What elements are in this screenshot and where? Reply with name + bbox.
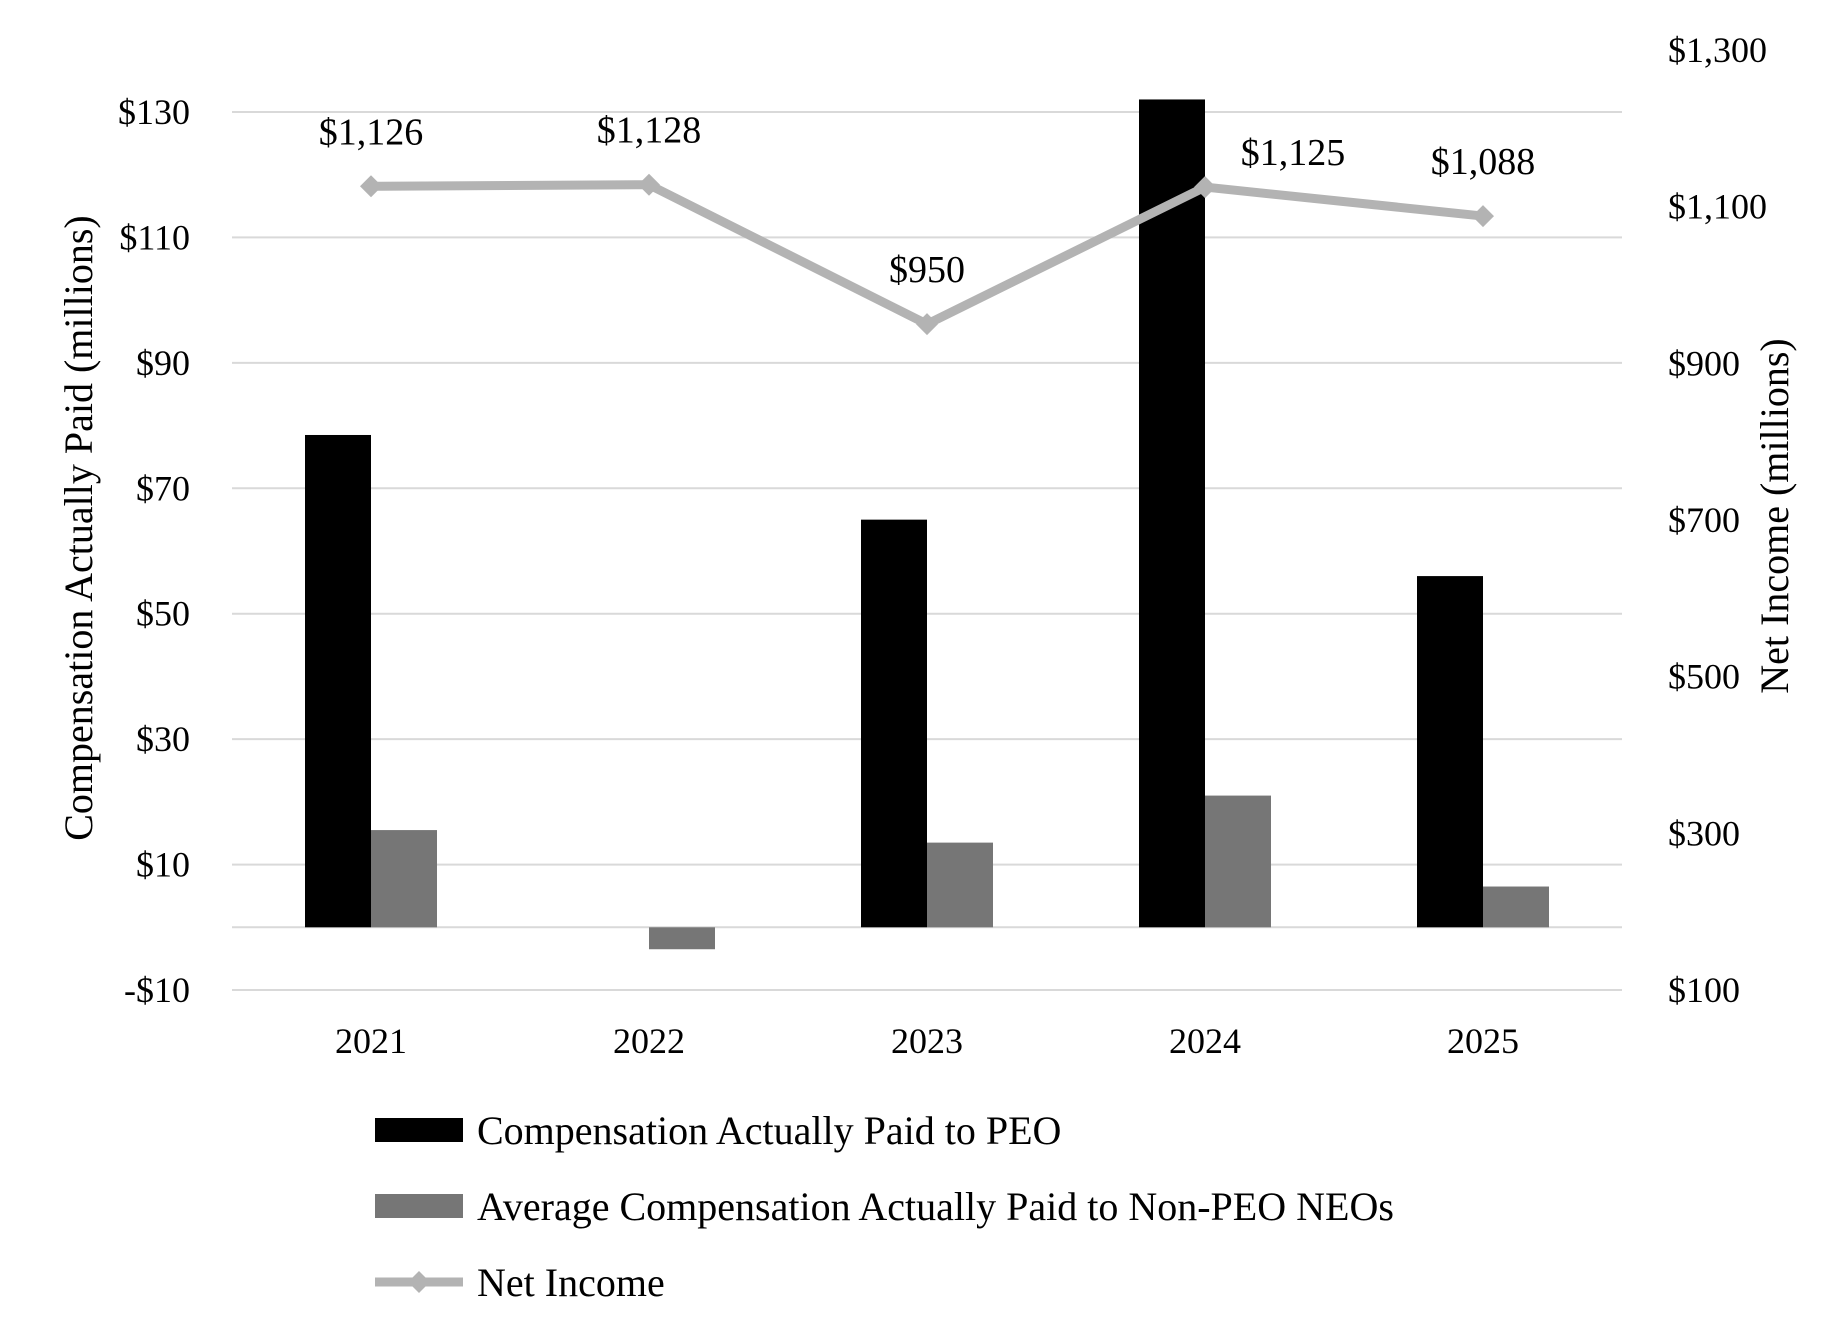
left-tick-label: $50 (136, 594, 190, 634)
right-tick-label: $300 (1668, 813, 1740, 853)
right-axis-title: Net Income (millions) (1752, 338, 1797, 693)
net-income-point (1472, 205, 1494, 228)
left-tick-label: $110 (119, 217, 190, 257)
right-tick-label: $900 (1668, 343, 1740, 383)
net-income-data-label: $950 (889, 249, 965, 291)
non-peo-bar (927, 842, 993, 928)
non-peo-bar (1205, 795, 1271, 928)
right-tick-label: $100 (1668, 970, 1740, 1010)
left-tick-label: $30 (136, 719, 190, 759)
net-income-data-label: $1,126 (319, 111, 424, 153)
non-peo-bar (1483, 886, 1549, 928)
legend-swatch (375, 1118, 463, 1142)
net-income-point (1194, 176, 1216, 199)
bars-layer (305, 99, 1549, 950)
x-tick-label: 2021 (335, 1021, 407, 1061)
peo-bar (305, 434, 371, 928)
left-tick-label: $90 (136, 343, 190, 383)
x-tick-label: 2025 (1447, 1021, 1519, 1061)
left-tick-label: $130 (118, 92, 190, 132)
legend: Compensation Actually Paid to PEO Average… (375, 1108, 1394, 1305)
x-tick-label: 2024 (1169, 1021, 1241, 1061)
right-tick-label: $700 (1668, 500, 1740, 540)
peo-bar (1139, 99, 1205, 928)
legend-swatch (375, 1194, 463, 1218)
left-tick-label: $70 (136, 468, 190, 508)
right-tick-label: $500 (1668, 657, 1740, 697)
right-tick-label: $1,100 (1668, 187, 1767, 227)
x-tick-label: 2022 (613, 1021, 685, 1061)
net-income-data-label: $1,088 (1431, 141, 1536, 183)
left-axis-title: Compensation Actually Paid (millions) (56, 215, 101, 841)
data-labels-layer: $1,126 $1,128 $950 $1,125 $1,088 (319, 110, 1536, 291)
legend-label: Average Compensation Actually Paid to No… (477, 1184, 1394, 1229)
non-peo-bar (371, 830, 437, 928)
x-tick-label: 2023 (891, 1021, 963, 1061)
legend-label: Net Income (477, 1260, 665, 1305)
legend-label: Compensation Actually Paid to PEO (477, 1108, 1061, 1153)
non-peo-bar (649, 927, 715, 950)
right-tick-label: $1,300 (1668, 30, 1767, 70)
net-income-data-label: $1,128 (597, 110, 702, 152)
peo-bar (1417, 576, 1483, 928)
net-income-line-layer (360, 173, 1494, 336)
net-income-data-label: $1,125 (1241, 132, 1346, 174)
net-income-point (916, 313, 938, 336)
net-income-point (638, 173, 660, 196)
left-tick-label: -$10 (124, 970, 190, 1010)
peo-bar (861, 519, 927, 928)
net-income-point (360, 175, 382, 198)
left-tick-label: $10 (136, 845, 190, 885)
legend-marker (408, 1271, 430, 1293)
axes-layer: -$10 $10 $30 $50 $70 $90 $110 $130 $100 $300 $500 $… (118, 30, 1767, 1061)
